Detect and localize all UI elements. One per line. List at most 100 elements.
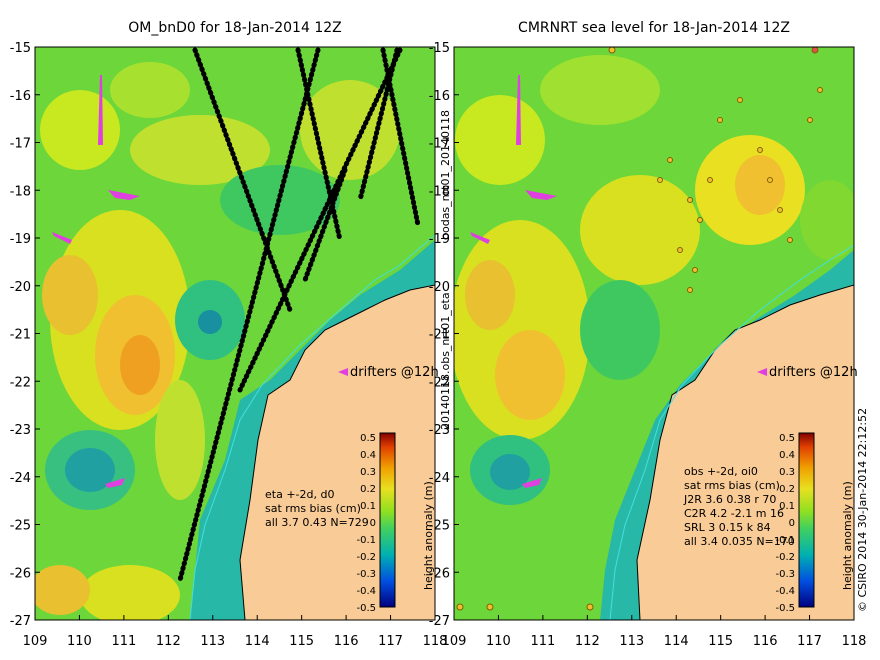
left-satellite-tracks bbox=[177, 47, 421, 583]
left-y-tick: -25 bbox=[10, 519, 31, 534]
left-colorbar-tick: -0.3 bbox=[356, 569, 376, 580]
left-y-tick: -19 bbox=[10, 232, 31, 247]
left-colorbar-tick: 0.1 bbox=[360, 501, 376, 512]
right-y-tick: -19 bbox=[429, 232, 450, 247]
left-drifter-label: drifters @12h bbox=[350, 365, 439, 380]
left-y-tick: -18 bbox=[10, 184, 31, 199]
right-x-tick: 110 bbox=[486, 634, 511, 649]
left-colorbar-ticks: 0.5 0.4 0.3 0.2 0.1 0 -0.1 -0.2 -0.3 -0.4 -0.5 bbox=[356, 433, 376, 614]
right-colorbar-tick: -0.4 bbox=[775, 586, 795, 597]
left-x-tick-labels: 109 110 111 112 113 114 115 116 117 118 bbox=[23, 615, 448, 649]
right-colorbar bbox=[798, 432, 815, 608]
right-y-tick: -26 bbox=[429, 566, 450, 581]
left-y-tick: -20 bbox=[10, 280, 31, 295]
right-x-tick: 118 bbox=[842, 634, 867, 649]
left-stats-line: all 3.7 0.43 N=729 bbox=[265, 516, 369, 529]
left-colorbar-tick: 0.5 bbox=[360, 433, 376, 444]
right-x-tick: 114 bbox=[664, 634, 689, 649]
left-colorbar-tick: -0.2 bbox=[356, 552, 376, 563]
left-x-tick: 117 bbox=[378, 634, 403, 649]
right-drifters bbox=[470, 75, 767, 488]
right-y-tick: -15 bbox=[429, 41, 450, 56]
left-x-tick: 112 bbox=[156, 634, 181, 649]
right-y-tick: -23 bbox=[429, 423, 450, 438]
left-y-tick: -23 bbox=[10, 423, 31, 438]
right-colorbar-ticks: 0.5 0.4 0.3 0.2 0.1 0 -0.1 -0.2 -0.3 -0.4 -0.5 bbox=[775, 433, 795, 614]
left-y-tick: -21 bbox=[10, 328, 31, 343]
right-x-tick: 115 bbox=[708, 634, 733, 649]
right-colorbar-tick: -0.5 bbox=[775, 603, 795, 614]
left-colorbar-tick: 0.3 bbox=[360, 467, 376, 478]
left-stats-line: eta +-2d, d0 bbox=[265, 488, 334, 501]
left-y-tick: -17 bbox=[10, 137, 31, 152]
right-colorbar-tick: 0.1 bbox=[779, 501, 795, 512]
middle-obs-label: 20140118.obs_nrt01_eta bbox=[439, 292, 452, 430]
right-map-title: CMRNRT sea level for 18-Jan-2014 12Z bbox=[518, 20, 790, 36]
left-map bbox=[35, 47, 435, 620]
right-y-tick: -22 bbox=[429, 375, 450, 390]
left-stats-block: eta +-2d, d0 sat rms bias (cm) all 3.7 0… bbox=[265, 488, 369, 529]
left-y-tick: -15 bbox=[10, 41, 31, 56]
right-x-tick: 109 bbox=[442, 634, 467, 649]
left-y-tick: -22 bbox=[10, 375, 31, 390]
left-drifters bbox=[52, 75, 348, 488]
left-x-tick: 110 bbox=[67, 634, 92, 649]
right-stats-line: J2R 3.6 0.38 r 70 bbox=[683, 493, 776, 506]
left-field-blobs bbox=[35, 62, 400, 620]
left-colorbar-tick: -0.5 bbox=[356, 603, 376, 614]
right-drifter-label: drifters @12h bbox=[769, 365, 858, 380]
left-y-tick: -26 bbox=[10, 566, 31, 581]
left-x-tick: 115 bbox=[289, 634, 314, 649]
right-stats-line: SRL 3 0.15 k 84 bbox=[684, 521, 771, 534]
right-x-tick-labels: 109 110 111 112 113 114 115 116 117 118 bbox=[442, 615, 867, 649]
right-observation-points bbox=[456, 47, 823, 611]
right-colorbar-tick: -0.3 bbox=[775, 569, 795, 580]
right-stats-line: C2R 4.2 -2.1 m 16 bbox=[684, 507, 784, 520]
right-isobath bbox=[609, 244, 854, 620]
right-colorbar-tick: 0.2 bbox=[779, 484, 795, 495]
left-map-title: OM_bnD0 for 18-Jan-2014 12Z bbox=[128, 20, 342, 36]
right-stats-line: all 3.4 0.035 N=170 bbox=[684, 535, 795, 548]
right-y-tick-labels: -15 -16 -17 -18 -19 -20 -21 -22 -23 -24 -25 -26 -27 bbox=[429, 41, 459, 629]
right-stats-line: obs +-2d, oi0 bbox=[684, 465, 758, 478]
left-colorbar-tick: 0.4 bbox=[360, 450, 376, 461]
left-x-tick: 109 bbox=[23, 634, 48, 649]
left-colorbar-label: height anomaly (m) bbox=[422, 481, 435, 590]
left-colorbar-tick: 0.2 bbox=[360, 484, 376, 495]
right-field-blobs bbox=[454, 55, 854, 505]
left-y-tick: -16 bbox=[10, 89, 31, 104]
left-stats-line: sat rms bias (cm) bbox=[265, 502, 361, 515]
right-y-tick: -27 bbox=[429, 614, 450, 629]
left-x-tick: 114 bbox=[245, 634, 270, 649]
left-y-tick: -27 bbox=[10, 614, 31, 629]
left-colorbar-tick: -0.1 bbox=[356, 535, 376, 546]
right-stats-block: obs +-2d, oi0 sat rms bias (cm) J2R 3.6 … bbox=[683, 465, 795, 548]
right-colorbar-label: height anomaly (m) bbox=[841, 481, 854, 590]
right-y-tick: -20 bbox=[429, 280, 450, 295]
right-colorbar-tick: 0.4 bbox=[779, 450, 795, 461]
right-x-tick: 116 bbox=[753, 634, 778, 649]
left-x-tick: 118 bbox=[423, 634, 448, 649]
middle-run-label: bodas_nrt01_20140118 bbox=[439, 110, 452, 240]
right-colorbar-tick: 0.5 bbox=[779, 433, 795, 444]
right-colorbar-tick: -0.1 bbox=[775, 535, 795, 546]
right-y-tick: -16 bbox=[429, 89, 450, 104]
right-y-tick: -21 bbox=[429, 328, 450, 343]
right-colorbar-tick: 0.3 bbox=[779, 467, 795, 478]
right-stats-line: sat rms bias (cm) bbox=[684, 479, 780, 492]
right-y-tick: -24 bbox=[429, 471, 450, 486]
left-x-tick: 116 bbox=[334, 634, 359, 649]
right-colorbar-tick: -0.2 bbox=[775, 552, 795, 563]
right-y-tick: -25 bbox=[429, 519, 450, 534]
right-y-tick: -17 bbox=[429, 137, 450, 152]
left-colorbar-tick: 0 bbox=[370, 518, 376, 529]
right-x-tick: 117 bbox=[797, 634, 822, 649]
left-isobath bbox=[189, 234, 435, 620]
left-x-tick: 113 bbox=[200, 634, 225, 649]
left-y-tick: -24 bbox=[10, 471, 31, 486]
right-x-tick: 111 bbox=[530, 634, 555, 649]
left-colorbar-tick: -0.4 bbox=[356, 586, 376, 597]
right-y-tick: -18 bbox=[429, 184, 450, 199]
left-colorbar bbox=[379, 432, 396, 608]
